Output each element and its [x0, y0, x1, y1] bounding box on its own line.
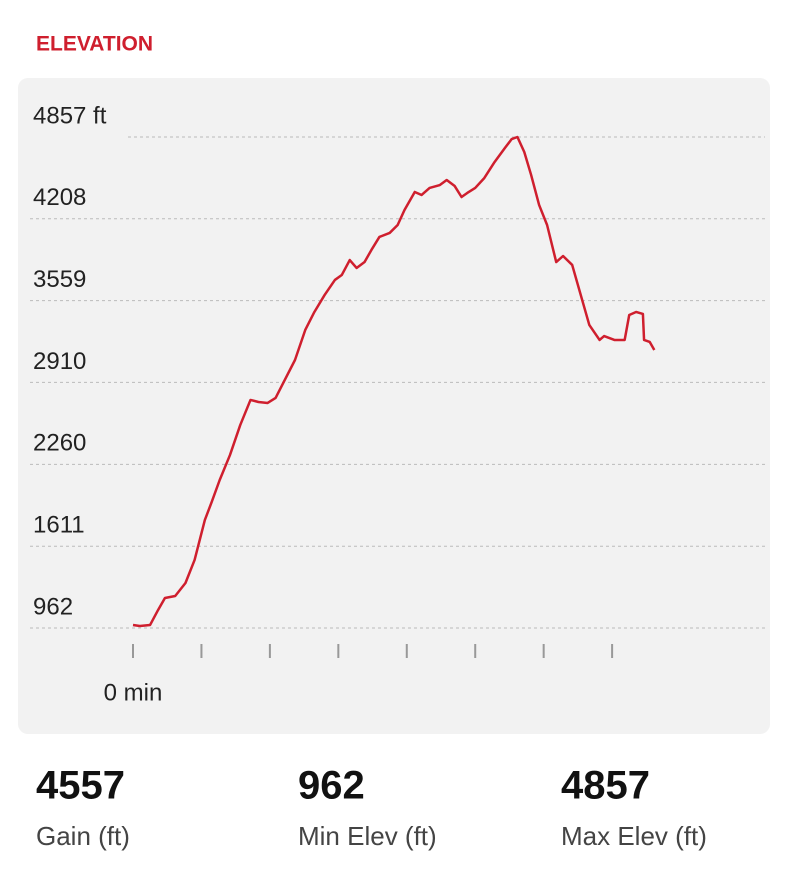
stat-label: Max Elev (ft) [561, 821, 707, 851]
stat-label: Min Elev (ft) [298, 821, 437, 851]
y-tick-label: 3559 [33, 266, 86, 293]
stat-value: 4557 [36, 764, 125, 808]
y-tick-label: 4208 [33, 184, 86, 211]
section-title: ELEVATION [36, 33, 153, 56]
x-tick-label: 0 min [104, 679, 163, 706]
y-tick-label: 962 [33, 593, 73, 620]
stat-label: Gain (ft) [36, 821, 130, 851]
y-tick-label: 4857 ft [33, 102, 107, 129]
y-tick-label: 2260 [33, 430, 86, 457]
stat-value: 962 [298, 764, 365, 808]
stat-value: 4857 [561, 764, 650, 808]
chart-card [18, 78, 770, 734]
y-tick-label: 1611 [33, 512, 85, 539]
elevation-line [132, 135, 656, 628]
y-tick-label: 2910 [33, 348, 86, 375]
